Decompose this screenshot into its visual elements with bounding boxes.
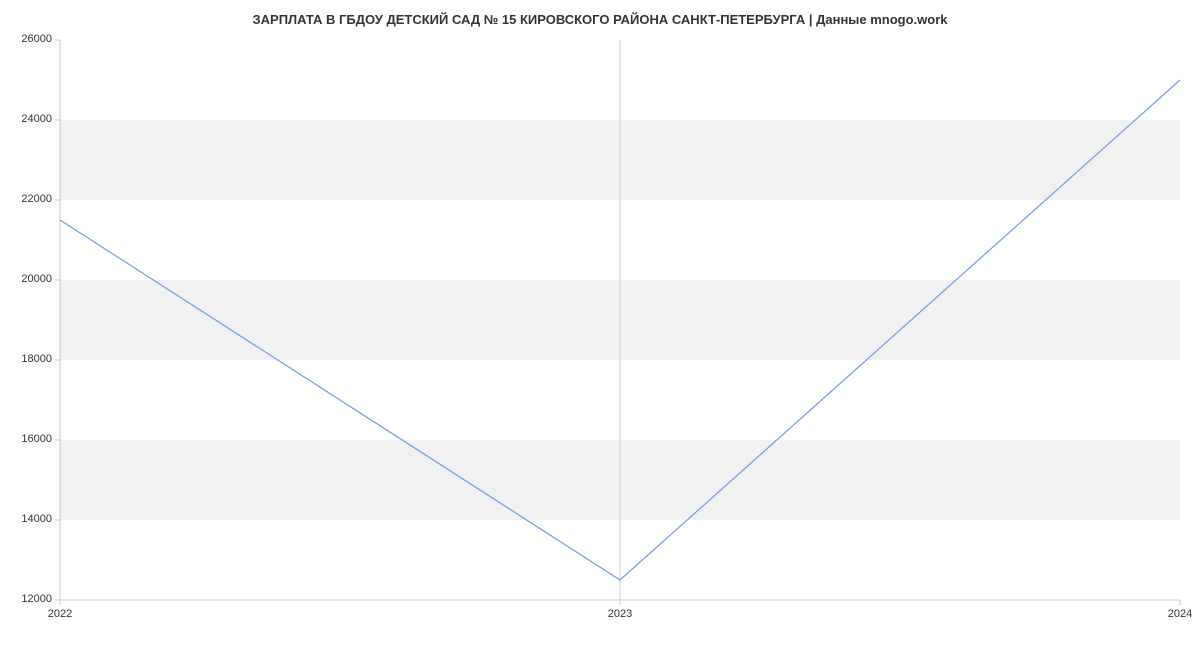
y-tick-label: 24000 <box>0 113 52 125</box>
y-tick-label: 12000 <box>0 593 52 605</box>
y-tick-label: 16000 <box>0 433 52 445</box>
y-tick-label: 20000 <box>0 273 52 285</box>
line-chart: ЗАРПЛАТА В ГБДОУ ДЕТСКИЙ САД № 15 КИРОВС… <box>0 0 1200 650</box>
y-tick-label: 26000 <box>0 33 52 45</box>
x-tick-label: 2024 <box>1168 608 1192 620</box>
x-tick-label: 2022 <box>48 608 72 620</box>
chart-svg <box>0 0 1200 650</box>
x-tick-label: 2023 <box>608 608 632 620</box>
y-tick-label: 14000 <box>0 513 52 525</box>
y-tick-label: 18000 <box>0 353 52 365</box>
y-tick-label: 22000 <box>0 193 52 205</box>
